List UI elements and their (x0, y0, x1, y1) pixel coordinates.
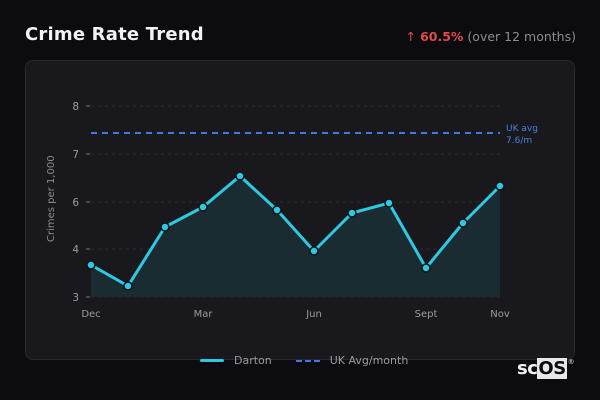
legend-label: Darton (234, 354, 272, 367)
brand-prefix: sc (517, 358, 538, 379)
uk-avg-annotation-line2: 7.6/m (506, 136, 532, 146)
x-tick-label: Mar (194, 309, 214, 320)
data-point-jan[interactable] (123, 281, 133, 291)
data-point-feb[interactable] (160, 222, 170, 232)
legend-label: UK Avg/month (329, 354, 409, 367)
data-point-nov[interactable] (495, 181, 505, 191)
data-point-sept[interactable] (421, 263, 431, 273)
arrow-up-icon: ↑ (405, 29, 417, 44)
y-tick-label: 7 (72, 149, 79, 161)
uk-avg-annotation-line1: UK avg (506, 124, 538, 134)
brand-highlight: OS (537, 358, 567, 379)
x-tick-label: Dec (81, 309, 100, 320)
y-tick-label: 4 (72, 244, 79, 256)
x-tick-label: Sept (415, 309, 438, 320)
data-point-aug[interactable] (384, 198, 394, 208)
dashed-line-icon (295, 359, 320, 362)
y-tick-label: 3 (72, 292, 79, 304)
legend-item-uk-avg[interactable]: UK Avg/month (295, 354, 409, 367)
change-summary: ↑ 60.5% (over 12 months) (406, 29, 576, 44)
data-point-mar[interactable] (198, 202, 208, 212)
y-tick-label: 6 (72, 197, 79, 209)
y-axis-label: Crimes per 1,000 (46, 155, 57, 242)
legend-item-darton[interactable]: Darton (200, 354, 272, 367)
brand-logo: scOS ® (517, 358, 575, 379)
registered-mark: ® (567, 358, 575, 366)
data-point-dec[interactable] (86, 260, 96, 270)
x-tick-label: Jun (305, 309, 322, 320)
data-points (86, 171, 505, 291)
data-point-may[interactable] (272, 205, 282, 215)
y-tick-label: 8 (72, 101, 79, 113)
series-line-darton (90, 174, 502, 288)
data-point-oct[interactable] (458, 218, 468, 228)
legend: Darton UK Avg/month (200, 354, 422, 367)
series-area-darton (91, 176, 500, 297)
change-period: (over 12 months) (467, 29, 576, 44)
data-point-jun[interactable] (309, 246, 319, 256)
data-point-jul[interactable] (347, 208, 357, 218)
change-percent: 60.5% (420, 29, 464, 44)
page-title: Crime Rate Trend (25, 24, 204, 45)
data-point-apr[interactable] (235, 171, 245, 181)
solid-line-icon (200, 359, 224, 362)
y-axis: 3 4 6 7 8 (72, 101, 90, 304)
x-axis: Dec Mar Jun Sept Nov (81, 309, 510, 320)
x-tick-label: Nov (490, 309, 510, 320)
